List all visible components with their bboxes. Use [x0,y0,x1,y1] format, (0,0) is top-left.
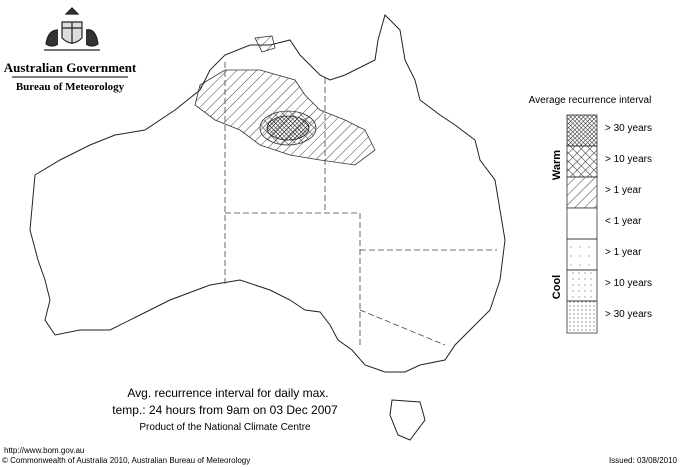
legend-label: > 1 year [605,247,642,258]
legend-swatches [566,114,598,334]
caption-line: temp.: 24 hours from 9am on 03 Dec 2007 [112,403,338,417]
warm-label: Warm [551,150,563,180]
tasmania-outline [389,399,426,441]
state-borders [224,62,497,346]
footer-copyright: © Commonwealth of Australia 2010, Austra… [2,456,250,465]
legend-label: > 10 years [605,278,652,289]
australia-outline [29,14,506,373]
legend-label: > 30 years [605,309,652,320]
legend-label: > 30 years [605,123,652,134]
legend-title: Average recurrence interval [529,95,652,106]
warm-region-30-years [266,115,310,141]
warm-region-small [254,35,276,53]
caption-line: Avg. recurrence interval for daily max. [127,386,328,400]
header-subtitle: Bureau of Meteorology [16,81,125,93]
legend-label: > 1 year [605,185,642,196]
legend-label: < 1 year [605,216,642,227]
coat-of-arms [44,7,100,51]
header-title: Australian Government [4,60,137,75]
legend-label: > 10 years [605,154,652,165]
cool-label: Cool [551,275,563,299]
caption-line: Product of the National Climate Centre [139,422,311,433]
footer-url: http://www.bom.gov.au [4,446,84,455]
footer-issued: Issued: 03/08/2010 [609,456,678,465]
